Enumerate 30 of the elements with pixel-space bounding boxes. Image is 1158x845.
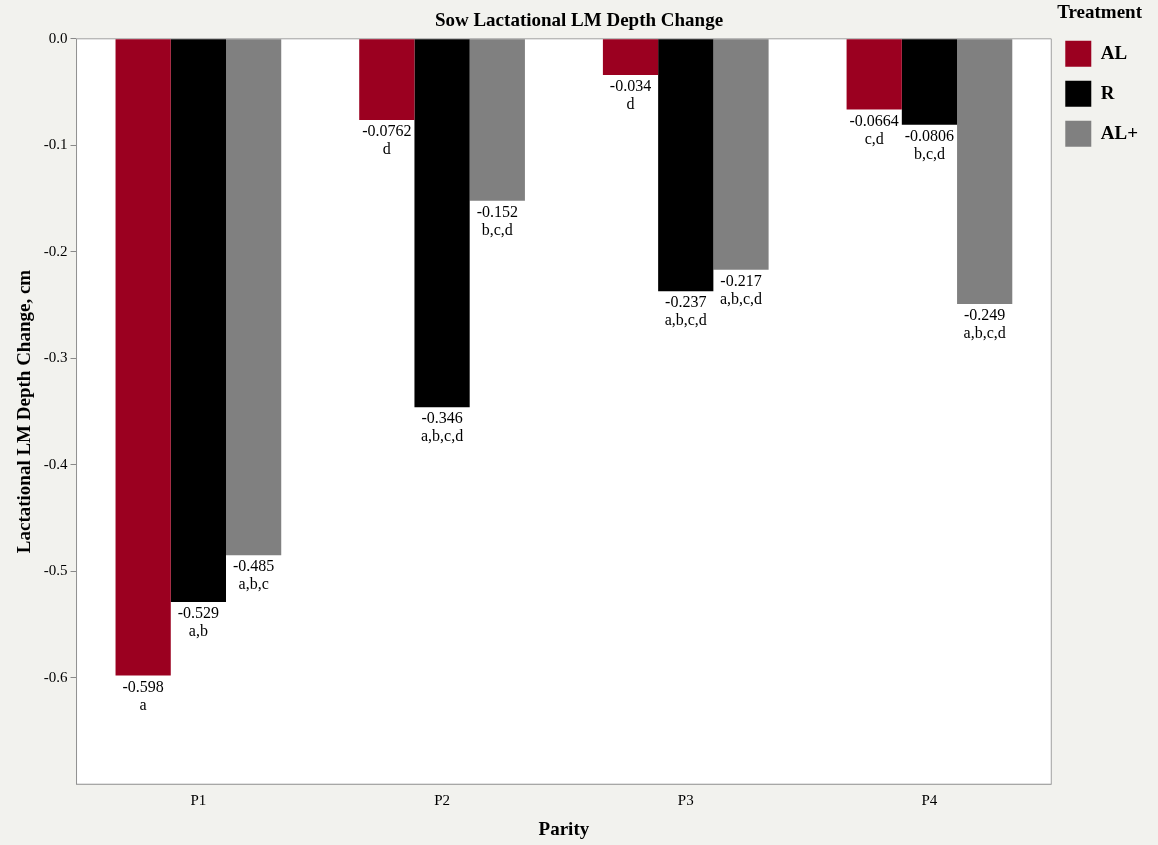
- data-label: -0.485 a,b,c: [232, 557, 275, 593]
- y-tick-label: -0.4: [43, 455, 69, 472]
- data-label: -0.237 a,b,c,d: [664, 293, 707, 329]
- data-label: -0.034 d: [609, 77, 652, 113]
- x-tick-label: P4: [921, 792, 938, 809]
- data-label: -0.0664 c,d: [849, 111, 899, 147]
- chart-title: Sow Lactational LM Depth Change: [434, 9, 724, 31]
- y-tick-label: -0.5: [43, 562, 68, 579]
- x-tick-label: P3: [677, 792, 694, 809]
- x-tick-label: P2: [434, 792, 450, 809]
- y-tick-label: -0.3: [43, 349, 68, 366]
- data-label: -0.249 a,b,c,d: [963, 306, 1006, 342]
- legend-title: Treatment: [1057, 1, 1143, 23]
- data-label: -0.0806 b,c,d: [904, 126, 955, 162]
- data-label: -0.0762 d: [362, 122, 412, 158]
- legend-label: AL: [1100, 41, 1128, 63]
- data-label: -0.529 a,b: [177, 604, 220, 640]
- legend-label: R: [1100, 81, 1115, 103]
- data-label: -0.152 b,c,d: [476, 202, 518, 238]
- x-tick-label: P1: [190, 792, 207, 809]
- y-axis-title: Lactational LM Depth Change, cm: [13, 269, 35, 554]
- y-tick-label: -0.2: [43, 242, 68, 259]
- y-tick-label: -0.6: [43, 668, 69, 685]
- x-axis-title: Parity: [538, 817, 590, 839]
- y-tick-label: 0.0: [48, 29, 68, 46]
- data-label: -0.217 a,b,c,d: [719, 272, 763, 308]
- data-label: -0.598 a: [122, 677, 164, 713]
- y-tick-label: -0.1: [43, 136, 68, 153]
- legend-label: AL+: [1100, 121, 1139, 143]
- data-label: -0.346 a,b,c,d: [420, 409, 464, 445]
